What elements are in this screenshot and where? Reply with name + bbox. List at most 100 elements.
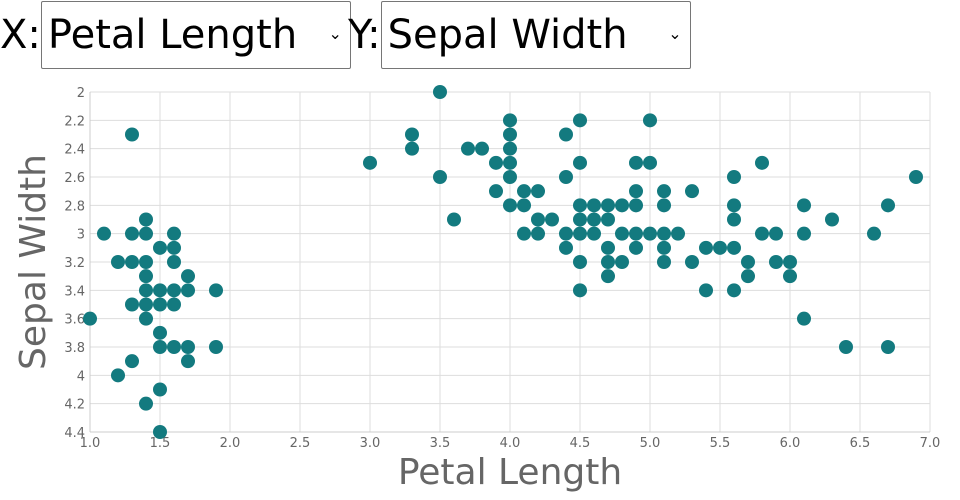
y-axis-select[interactable]: Sepal Width ⌄ bbox=[380, 1, 691, 69]
data-point bbox=[573, 155, 587, 170]
data-point bbox=[139, 212, 153, 227]
y-tick-label: 3 bbox=[77, 228, 85, 243]
data-point bbox=[727, 240, 741, 255]
data-point bbox=[531, 184, 545, 199]
data-point bbox=[209, 340, 223, 354]
data-point bbox=[139, 255, 153, 269]
y-control: Y: Sepal Width ⌄ bbox=[348, 0, 691, 70]
data-point bbox=[615, 198, 629, 213]
x-tick-label: 4.0 bbox=[500, 436, 521, 451]
data-point bbox=[153, 240, 167, 255]
data-point bbox=[615, 255, 629, 269]
data-point bbox=[125, 226, 139, 241]
data-point bbox=[573, 226, 587, 241]
data-point bbox=[601, 255, 615, 269]
data-point bbox=[573, 212, 587, 227]
data-point bbox=[139, 311, 153, 326]
data-point bbox=[783, 269, 797, 284]
data-point bbox=[433, 85, 447, 99]
data-point bbox=[769, 255, 783, 269]
data-point bbox=[867, 226, 881, 241]
data-point bbox=[559, 226, 573, 241]
data-point bbox=[489, 155, 503, 170]
data-point bbox=[503, 155, 517, 170]
data-point bbox=[713, 240, 727, 255]
data-point bbox=[741, 255, 755, 269]
data-point bbox=[503, 113, 517, 128]
y-tick-label: 4.4 bbox=[64, 426, 85, 441]
data-point bbox=[601, 198, 615, 213]
x-tick-label: 5.5 bbox=[710, 436, 731, 451]
y-tick-label: 2 bbox=[77, 86, 85, 101]
data-point bbox=[601, 269, 615, 284]
data-point bbox=[825, 212, 839, 227]
x-tick-label: 2.0 bbox=[220, 436, 241, 451]
data-point bbox=[573, 113, 587, 128]
y-tick-label: 3.2 bbox=[64, 256, 85, 271]
data-point bbox=[573, 283, 587, 298]
chevron-down-icon: ⌄ bbox=[328, 24, 342, 43]
data-point bbox=[657, 198, 671, 213]
data-point bbox=[559, 127, 573, 142]
x-axis-title: Petal Length bbox=[398, 452, 622, 493]
data-point bbox=[699, 283, 713, 298]
data-point bbox=[629, 240, 643, 255]
data-point bbox=[755, 155, 769, 170]
data-point bbox=[909, 170, 923, 184]
data-point bbox=[363, 155, 377, 170]
data-point bbox=[601, 212, 615, 227]
data-point bbox=[545, 212, 559, 227]
x-control: X: Petal Length ⌄ bbox=[0, 0, 351, 70]
data-point bbox=[167, 297, 181, 312]
data-point bbox=[573, 198, 587, 213]
data-point bbox=[167, 283, 181, 298]
data-point bbox=[727, 170, 741, 184]
y-tick-label: 4 bbox=[77, 369, 85, 384]
y-tick-label: 3.6 bbox=[64, 313, 85, 328]
y-tick-label: 3.8 bbox=[64, 341, 85, 356]
data-point bbox=[531, 226, 545, 241]
data-point bbox=[657, 255, 671, 269]
data-point bbox=[405, 127, 419, 142]
data-point bbox=[139, 226, 153, 241]
x-tick-label: 2.5 bbox=[290, 436, 311, 451]
data-point bbox=[797, 198, 811, 213]
data-point bbox=[657, 226, 671, 241]
y-tick-label: 2.4 bbox=[64, 143, 85, 158]
data-point bbox=[475, 141, 489, 156]
x-tick-label: 6.0 bbox=[780, 436, 801, 451]
data-point bbox=[517, 226, 531, 241]
data-point bbox=[139, 283, 153, 298]
data-point bbox=[587, 212, 601, 227]
y-axis-selected: Sepal Width bbox=[387, 12, 628, 58]
data-point bbox=[83, 311, 97, 326]
data-point bbox=[97, 226, 111, 241]
data-point bbox=[111, 368, 125, 383]
data-point bbox=[643, 113, 657, 128]
data-point bbox=[139, 297, 153, 312]
data-point bbox=[727, 283, 741, 298]
data-point bbox=[559, 170, 573, 184]
x-tick-label: 7.0 bbox=[920, 436, 941, 451]
data-point bbox=[573, 255, 587, 269]
data-point bbox=[125, 127, 139, 142]
data-point bbox=[797, 226, 811, 241]
data-point bbox=[153, 425, 167, 439]
data-point bbox=[111, 255, 125, 269]
data-point bbox=[167, 226, 181, 241]
x-tick-label: 5.0 bbox=[640, 436, 661, 451]
x-axis-select[interactable]: Petal Length ⌄ bbox=[40, 1, 351, 69]
data-point bbox=[139, 396, 153, 411]
x-tick-label: 1.0 bbox=[80, 436, 101, 451]
data-point bbox=[797, 311, 811, 326]
data-point bbox=[769, 226, 783, 241]
data-point bbox=[699, 240, 713, 255]
y-tick-label: 2.6 bbox=[64, 171, 85, 186]
data-point bbox=[839, 340, 853, 354]
x-tick-label: 4.5 bbox=[570, 436, 591, 451]
data-point bbox=[167, 255, 181, 269]
y-tick-label: 3.4 bbox=[64, 284, 85, 299]
data-point bbox=[629, 226, 643, 241]
data-point bbox=[181, 283, 195, 298]
